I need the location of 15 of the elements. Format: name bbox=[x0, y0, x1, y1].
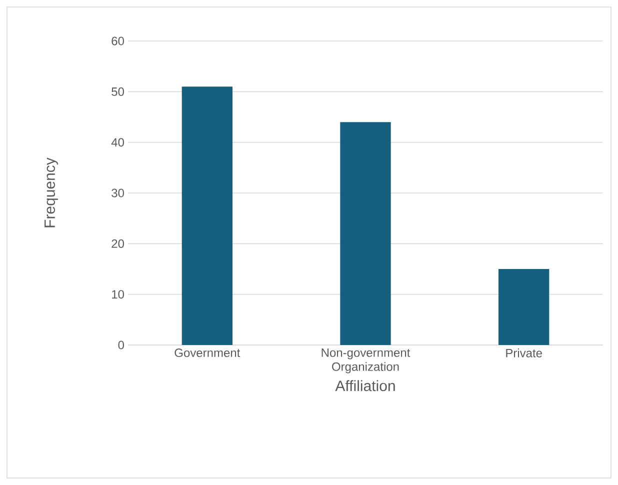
x-tick-label: Non-government Organization bbox=[322, 348, 410, 374]
x-axis-title: Affiliation bbox=[335, 380, 395, 392]
x-tick-label: Government bbox=[174, 348, 240, 358]
x-tick-label: Private bbox=[506, 348, 542, 358]
y-tick-label: 0 bbox=[118, 340, 124, 350]
y-tick-label: 10 bbox=[112, 290, 124, 299]
y-tick-label: 60 bbox=[112, 36, 124, 46]
bar bbox=[182, 86, 232, 345]
y-tick-label: 40 bbox=[111, 138, 124, 147]
y-tick-label: 20 bbox=[112, 239, 124, 248]
y-axis-title: Frequency bbox=[44, 158, 58, 228]
bar bbox=[340, 122, 391, 345]
bar bbox=[498, 269, 550, 345]
y-tick-label: 50 bbox=[112, 87, 124, 96]
y-tick-label: 30 bbox=[112, 188, 124, 198]
